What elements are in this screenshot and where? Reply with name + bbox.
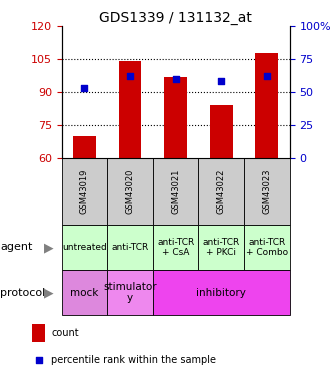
Text: GSM43023: GSM43023	[262, 168, 271, 214]
Bar	[73, 136, 96, 158]
Point	[82, 85, 87, 91]
Bar	[255, 53, 278, 158]
Text: ▶: ▶	[44, 286, 53, 299]
Point	[173, 76, 178, 82]
Bar	[153, 225, 198, 270]
Bar	[210, 105, 233, 158]
Text: GSM43021: GSM43021	[171, 169, 180, 214]
Text: anti-TCR: anti-TCR	[112, 243, 149, 252]
Bar	[198, 225, 244, 270]
Text: inhibitory: inhibitory	[196, 288, 246, 297]
Point	[36, 357, 41, 363]
Text: agent: agent	[0, 243, 32, 252]
Bar	[107, 158, 153, 225]
Bar	[107, 225, 153, 270]
Bar	[198, 158, 244, 225]
Point	[128, 73, 133, 79]
Bar	[119, 61, 142, 158]
Text: anti-TCR
+ Combo: anti-TCR + Combo	[246, 238, 288, 257]
Point	[219, 78, 224, 84]
Bar	[153, 158, 198, 225]
Bar	[107, 270, 153, 315]
Text: count: count	[52, 328, 79, 338]
Text: percentile rank within the sample: percentile rank within the sample	[52, 355, 216, 365]
Text: GSM43020: GSM43020	[126, 169, 135, 214]
Bar	[62, 158, 107, 225]
Title: GDS1339 / 131132_at: GDS1339 / 131132_at	[99, 11, 252, 25]
Text: anti-TCR
+ PKCi: anti-TCR + PKCi	[203, 238, 240, 257]
Bar	[33, 324, 45, 342]
Bar	[244, 225, 290, 270]
Point	[264, 73, 270, 79]
Bar	[164, 76, 187, 158]
Bar	[62, 270, 107, 315]
Text: stimulator
y: stimulator y	[103, 282, 157, 303]
Bar	[62, 225, 107, 270]
Text: anti-TCR
+ CsA: anti-TCR + CsA	[157, 238, 194, 257]
Bar	[244, 158, 290, 225]
Text: mock: mock	[70, 288, 99, 297]
Text: GSM43022: GSM43022	[217, 169, 226, 214]
Text: GSM43019: GSM43019	[80, 169, 89, 214]
Bar	[153, 270, 290, 315]
Text: ▶: ▶	[44, 241, 53, 254]
Text: untreated: untreated	[62, 243, 107, 252]
Text: protocol: protocol	[0, 288, 45, 297]
